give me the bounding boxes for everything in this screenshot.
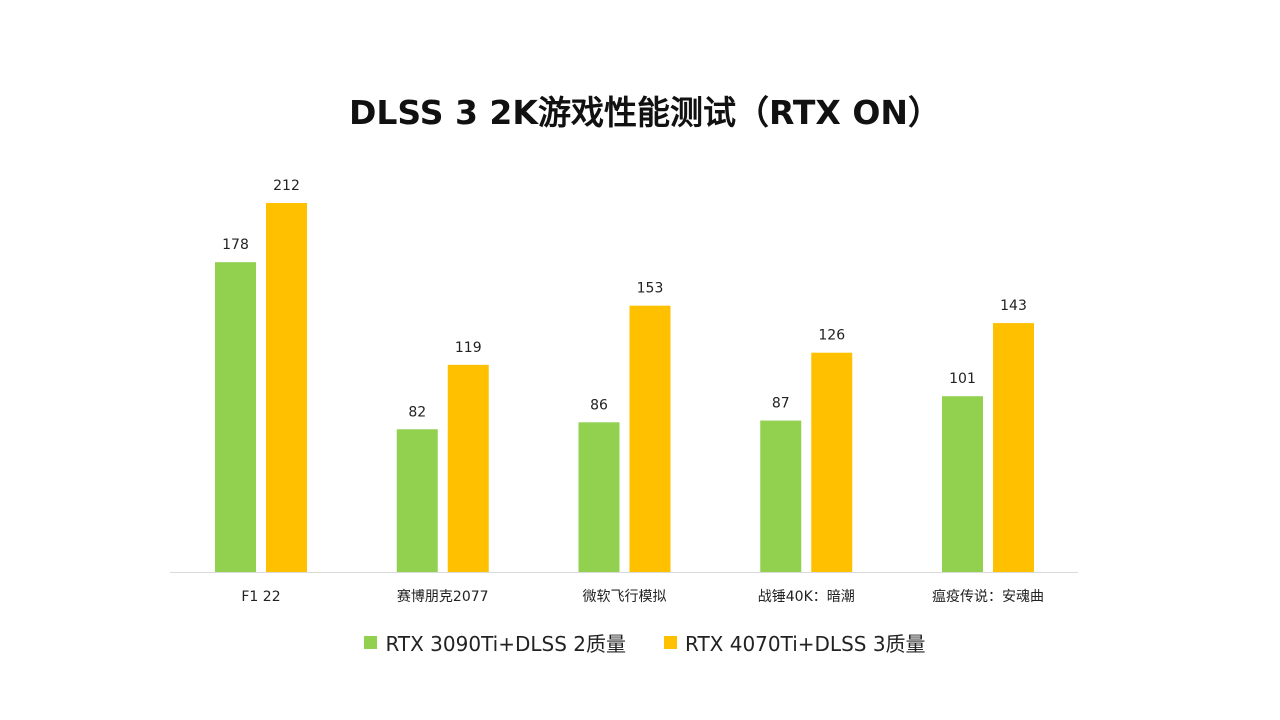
bar-series-2-4 bbox=[811, 352, 853, 572]
legend-item-series-1: RTX 3090Ti+DLSS 2质量 bbox=[364, 628, 626, 657]
data-label-series-1-4: 87 bbox=[772, 396, 790, 412]
bar-series-1-1 bbox=[215, 262, 256, 572]
bar-series-2-2 bbox=[447, 364, 489, 572]
bar-series-2-5 bbox=[993, 323, 1034, 572]
data-label-series-2-5: 143 bbox=[1000, 298, 1027, 314]
data-label-series-2-3: 153 bbox=[637, 281, 664, 297]
data-label-series-1-5: 101 bbox=[949, 371, 976, 387]
legend-label-series-1: RTX 3090Ti+DLSS 2质量 bbox=[385, 632, 626, 656]
legend-swatch-series-1 bbox=[364, 636, 378, 649]
data-label-series-2-2: 119 bbox=[455, 340, 482, 356]
data-label-series-2-4: 126 bbox=[818, 328, 845, 344]
data-label-series-1-1: 178 bbox=[222, 237, 249, 253]
category-label-4: 战锤40K：暗潮 bbox=[758, 589, 855, 605]
data-label-series-1-3: 86 bbox=[590, 397, 608, 413]
chart-legend: RTX 3090Ti+DLSS 2质量 RTX 4070Ti+DLSS 3质量 bbox=[0, 628, 1280, 657]
chart-title: DLSS 3 2K游戏性能测试（RTX ON） bbox=[349, 93, 941, 132]
data-label-series-1-2: 82 bbox=[408, 404, 426, 420]
legend-swatch-series-2 bbox=[664, 636, 677, 649]
bar-series-1-5 bbox=[942, 396, 983, 572]
bar-series-2-3 bbox=[629, 305, 671, 572]
legend-label-series-2: RTX 4070Ti+DLSS 3质量 bbox=[685, 632, 926, 656]
category-label-1: F1 22 bbox=[241, 589, 280, 605]
bar-series-2-1 bbox=[266, 203, 307, 572]
category-label-2: 赛博朋克2077 bbox=[397, 588, 489, 605]
category-label-3: 微软飞行模拟 bbox=[583, 589, 667, 605]
data-label-series-2-1: 212 bbox=[273, 178, 300, 194]
legend-item-series-2: RTX 4070Ti+DLSS 3质量 bbox=[664, 628, 926, 657]
bar-series-1-4 bbox=[760, 420, 802, 572]
bar-series-1-2 bbox=[396, 429, 438, 572]
bar-series-1-3 bbox=[578, 422, 620, 572]
category-label-5: 瘟疫传说：安魂曲 bbox=[932, 588, 1044, 605]
